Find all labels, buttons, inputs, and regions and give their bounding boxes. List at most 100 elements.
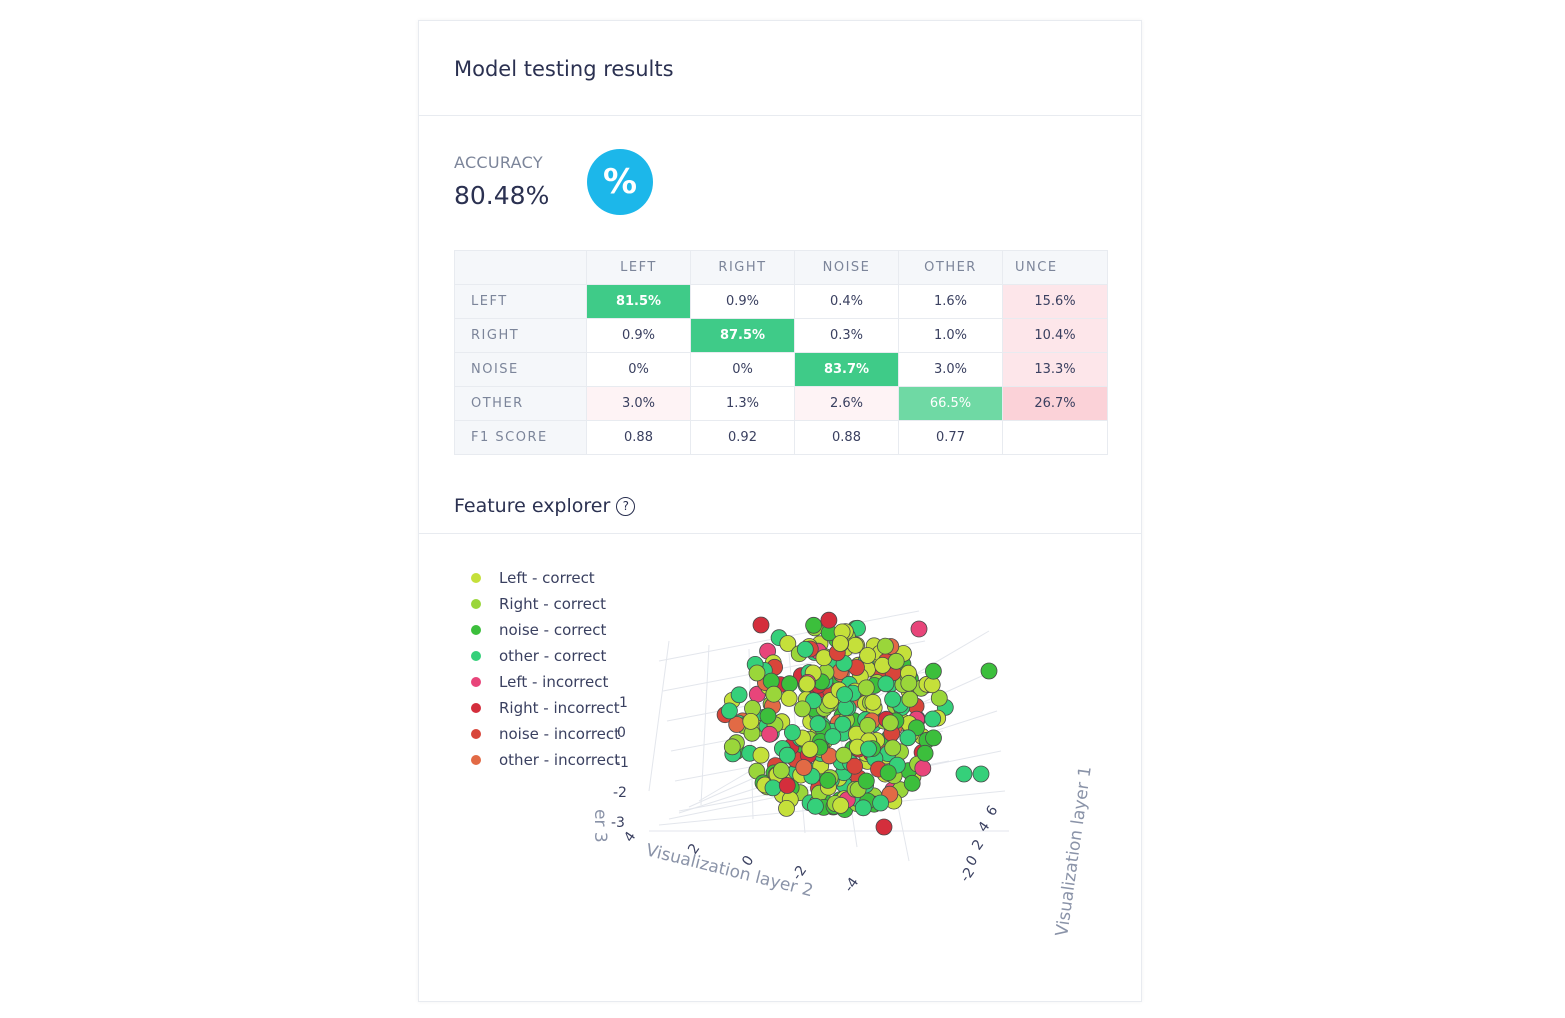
- matrix-cell: 66.5%: [898, 386, 1003, 421]
- legend-label: Right - correct: [499, 595, 606, 613]
- scatter-point: [801, 740, 819, 758]
- matrix-cell: 0%: [690, 352, 795, 387]
- scatter-point: [780, 690, 798, 707]
- legend-item[interactable]: noise - correct: [471, 617, 620, 643]
- legend-item[interactable]: other - incorrect: [471, 747, 620, 773]
- scatter-point: [836, 686, 854, 703]
- scatter-point: [875, 818, 893, 836]
- matrix-cell: 1.6%: [898, 284, 1003, 319]
- scatter-point: [824, 728, 842, 746]
- z-tick-label: -3: [611, 815, 625, 831]
- scatter-point: [730, 686, 748, 704]
- feature-explorer-title: Feature explorer?: [454, 495, 636, 517]
- matrix-cell: 87.5%: [690, 318, 795, 353]
- scatter-point: [761, 725, 779, 743]
- scatter-point: [857, 679, 875, 697]
- scatter-point: [765, 685, 783, 703]
- scatter-point: [900, 674, 918, 692]
- scatter-point: [783, 724, 801, 741]
- scatter-point: [887, 652, 905, 670]
- scatter-point: [846, 757, 864, 775]
- scatter-point: [857, 772, 875, 790]
- scatter-point: [859, 647, 877, 664]
- matrix-cell: [1002, 420, 1108, 455]
- y-tick-label: 2: [969, 837, 987, 853]
- matrix-cell: 83.7%: [794, 352, 899, 387]
- column-header: NOISE: [794, 250, 899, 285]
- row-header: OTHER: [454, 386, 587, 421]
- column-header: OTHER: [898, 250, 1003, 285]
- scatter-point: [910, 620, 928, 638]
- matrix-cell: 13.3%: [1002, 352, 1108, 387]
- table-row: OTHER 3.0% 1.3% 2.6% 66.5% 26.7%: [454, 386, 1108, 421]
- legend-item[interactable]: noise - incorrect: [471, 721, 620, 747]
- scatter-point: [914, 759, 932, 777]
- scatter-point: [884, 690, 902, 708]
- page-title: Model testing results: [454, 57, 674, 81]
- matrix-cell: 3.0%: [898, 352, 1003, 387]
- scatter-point: [778, 799, 795, 817]
- column-header: UNCE: [1002, 250, 1108, 285]
- matrix-cell: 0.9%: [690, 284, 795, 319]
- z-tick-label: 1: [619, 695, 628, 711]
- y-axis-label: Visualization layer 1: [1052, 765, 1096, 938]
- legend-label: noise - correct: [499, 621, 607, 639]
- scatter-point: [748, 664, 766, 682]
- y-tick-label: 4: [975, 819, 993, 836]
- scatter-point: [859, 717, 877, 734]
- legend-dot-icon: [471, 703, 481, 713]
- matrix-cell: 81.5%: [586, 284, 691, 319]
- table-row: F1 SCORE 0.88 0.92 0.88 0.77: [454, 420, 1108, 455]
- scatter-point: [772, 762, 790, 779]
- row-header: LEFT: [454, 284, 587, 319]
- scatter-point: [899, 729, 917, 747]
- scatter-point: [819, 771, 837, 789]
- legend-item[interactable]: Right - correct: [471, 591, 620, 617]
- legend-item[interactable]: Right - incorrect: [471, 695, 620, 721]
- z-tick-label: -1: [615, 755, 629, 771]
- plot-legend: Left - correct Right - correct noise - cor…: [471, 565, 620, 773]
- legend-item[interactable]: Left - incorrect: [471, 669, 620, 695]
- scatter-point: [854, 799, 872, 817]
- legend-dot-icon: [471, 755, 481, 765]
- legend-dot-icon: [471, 625, 481, 635]
- scatter-point: [806, 797, 824, 815]
- matrix-corner: [454, 250, 587, 285]
- card-header: Model testing results: [419, 21, 1141, 116]
- legend-label: other - incorrect: [499, 751, 621, 769]
- matrix-cell: 1.3%: [690, 386, 795, 421]
- legend-label: Left - incorrect: [499, 673, 609, 691]
- scatter-point: [930, 689, 948, 707]
- scatter-point: [752, 616, 770, 634]
- confusion-matrix: LEFT RIGHT NOISE OTHER UNCE LEFT 81.5% 0.9…: [454, 250, 1108, 455]
- feature-explorer-label: Feature explorer: [454, 495, 611, 517]
- legend-dot-icon: [471, 599, 481, 609]
- scatter-point: [879, 764, 897, 782]
- legend-item[interactable]: other - correct: [471, 643, 620, 669]
- legend-dot-icon: [471, 651, 481, 661]
- scatter-point: [925, 729, 942, 747]
- accuracy-label: ACCURACY: [454, 153, 543, 172]
- x-tick-label: 4: [621, 829, 639, 846]
- help-circle-icon[interactable]: ?: [616, 497, 636, 516]
- scatter-point: [793, 700, 811, 718]
- matrix-cell: 15.6%: [1002, 284, 1108, 319]
- scatter-point: [972, 765, 990, 783]
- scatter-point: [805, 616, 823, 634]
- legend-label: other - correct: [499, 647, 607, 665]
- legend-label: Left - correct: [499, 569, 595, 587]
- matrix-cell: 0.77: [898, 420, 1003, 455]
- scatter-point: [901, 690, 919, 708]
- scatter-point: [778, 746, 796, 764]
- scatter-point: [955, 765, 973, 783]
- scatter-point: [759, 707, 777, 725]
- legend-dot-icon: [471, 677, 481, 687]
- x-tick-label: -4: [841, 875, 862, 896]
- scatter-point: [752, 746, 770, 764]
- scatter-point: [795, 759, 813, 776]
- scatter-point: [798, 675, 816, 693]
- scatter-point: [779, 635, 797, 652]
- legend-item[interactable]: Left - correct: [471, 565, 620, 591]
- legend-dot-icon: [471, 729, 481, 739]
